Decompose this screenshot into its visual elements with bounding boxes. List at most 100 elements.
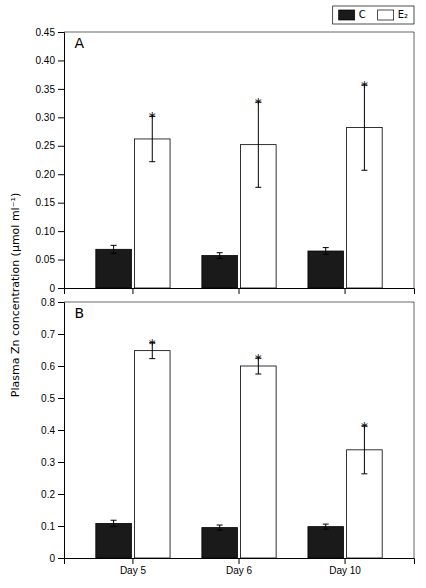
- y-tick-label: 0.05: [36, 254, 56, 265]
- y-tick: 0.25: [36, 140, 64, 151]
- x-tick: [132, 288, 133, 294]
- y-tick-label: 0.2: [41, 489, 55, 500]
- y-tick: 0.4: [41, 425, 64, 436]
- plot-area: [96, 85, 382, 288]
- frame: [64, 32, 414, 33]
- y-tick: 0.20: [36, 169, 64, 180]
- y-tick-label: 0.3: [41, 457, 55, 468]
- bar: [134, 351, 170, 558]
- y-tick: 0.30: [36, 112, 64, 123]
- legend-swatch: [378, 10, 394, 20]
- error-bar: [361, 85, 367, 170]
- y-tick-mark: [58, 117, 64, 118]
- y-tick-mark: [58, 288, 64, 289]
- y-tick: 0.2: [41, 489, 64, 500]
- bar-series: [134, 351, 382, 558]
- y-tick-mark: [58, 60, 64, 61]
- y-tick-mark: [58, 334, 64, 335]
- y-tick: 0.40: [36, 55, 64, 66]
- y-tick: 0.10: [36, 226, 64, 237]
- y-tick: 0.1: [41, 521, 64, 532]
- x-tick: Day 6: [226, 558, 253, 576]
- y-tick: 0.3: [41, 457, 64, 468]
- annotation: *: [255, 351, 262, 367]
- bar: [202, 256, 238, 288]
- error-bar: [323, 524, 329, 529]
- y-tick: 0.05: [36, 254, 64, 265]
- x-axis: [65, 288, 415, 294]
- panel: ***00.050.100.150.200.250.300.350.400.45…: [36, 6, 415, 294]
- y-axis: 00.050.100.150.200.250.300.350.400.45: [36, 27, 65, 294]
- y-tick-mark: [58, 89, 64, 90]
- x-tick-label: Day 5: [120, 565, 147, 576]
- x-tick: Day 10: [329, 558, 361, 576]
- x-tick: Day 5: [120, 558, 147, 576]
- y-tick-mark: [58, 231, 64, 232]
- y-tick-label: 0.20: [36, 169, 56, 180]
- legend-swatch: [339, 10, 355, 20]
- y-tick-mark: [58, 203, 64, 204]
- annotations: ***: [149, 336, 368, 435]
- y-tick-label: 0.5: [41, 393, 55, 404]
- frame: [414, 32, 415, 288]
- x-axis-line: [65, 559, 415, 565]
- bar: [241, 366, 277, 558]
- y-tick-label: 0.25: [36, 140, 56, 151]
- y-tick: 0.6: [41, 361, 64, 372]
- x-axis: Day 5 Day 6 Day 10: [65, 558, 415, 576]
- y-tick-mark: [58, 260, 64, 261]
- legend-frame: [333, 6, 414, 24]
- error-bar: [217, 253, 223, 259]
- y-tick-label: 0.45: [36, 27, 56, 38]
- bar-series: [96, 249, 344, 288]
- y-tick-mark: [58, 526, 64, 527]
- error-bar: [217, 525, 223, 530]
- error-bar: [111, 520, 117, 526]
- y-tick-label: 0: [49, 553, 55, 564]
- y-tick-mark: [58, 146, 64, 147]
- legend-label: C: [359, 9, 366, 20]
- annotation: *: [149, 109, 156, 125]
- bar: [308, 251, 344, 288]
- chart: * * * 0 0.05 0.10 0.15 0.20 0.25 0.30 0.35 0.40 0.45…: [0, 0, 426, 588]
- y-tick-mark: [58, 302, 64, 303]
- error-bars: [149, 343, 367, 474]
- y-tick: 0.8: [41, 297, 64, 308]
- panel-label: A: [75, 35, 85, 51]
- panel: ***00.10.20.30.40.50.60.70.8Day 5Day 6Da…: [41, 297, 414, 576]
- y-tick-mark: [58, 32, 64, 33]
- y-tick: 0.35: [36, 84, 64, 95]
- error-bar: [323, 248, 329, 255]
- y-tick-label: 0.35: [36, 84, 56, 95]
- plot-area: [96, 343, 382, 558]
- y-tick-mark: [58, 366, 64, 367]
- error-bar: [111, 245, 117, 253]
- y-axis-title: Plasma Zn concentration (μmol ml⁻¹): [9, 193, 22, 397]
- y-tick: 0.5: [41, 393, 64, 404]
- annotation: *: [361, 78, 368, 94]
- y-tick-label: 0.30: [36, 112, 56, 123]
- legend-label: E₂: [398, 9, 408, 20]
- y-tick-mark: [58, 398, 64, 399]
- y-tick: 0.15: [36, 197, 64, 208]
- y-tick: 0: [49, 553, 64, 564]
- x-tick: [345, 288, 346, 294]
- bar: [96, 249, 132, 288]
- bar: [308, 527, 344, 558]
- x-tick-mark: [239, 288, 240, 294]
- x-tick-mark: [239, 558, 240, 564]
- x-tick-label: Day 6: [226, 565, 253, 576]
- y-tick-label: 0.1: [41, 521, 55, 532]
- x-tick-mark: [132, 288, 133, 294]
- y-tick-mark: [58, 430, 64, 431]
- y-tick-label: 0.7: [41, 329, 55, 340]
- annotations: ***: [149, 78, 368, 125]
- annotation: *: [149, 336, 156, 352]
- y-axis: 0 0.1 0.2 0.3 0.4 0.5 0.6 0.7 0.8: [41, 297, 64, 564]
- x-tick-mark: [345, 288, 346, 294]
- y-tick-label: 0.10: [36, 226, 56, 237]
- y-tick-label: 0.8: [41, 297, 55, 308]
- x-tick-mark: [132, 558, 133, 564]
- y-tick-label: 0.6: [41, 361, 55, 372]
- x-tick-label: Day 10: [329, 565, 361, 576]
